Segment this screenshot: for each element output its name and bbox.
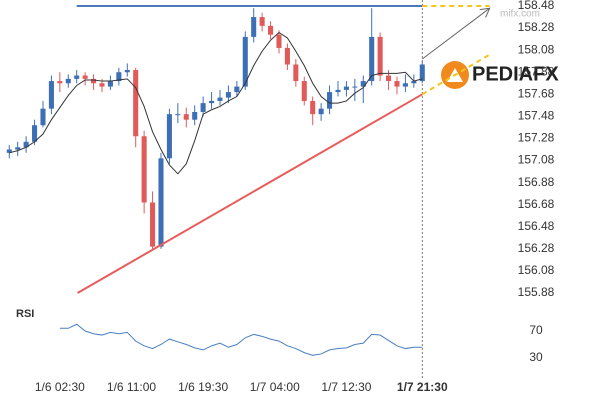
rsi-label: RSI [16, 308, 34, 320]
candle-body [175, 114, 181, 116]
candle-body [116, 72, 122, 82]
candle-body [251, 17, 257, 37]
candle-body [183, 114, 189, 120]
candle-body [402, 83, 408, 87]
trend-line [77, 93, 423, 294]
candle-body [343, 86, 349, 90]
candle-body [284, 47, 290, 65]
x-tick-label: 1/7 04:00 [250, 380, 300, 394]
candle-body [360, 81, 366, 87]
y-tick-label: 158.28 [518, 20, 555, 34]
y-tick-label: 156.08 [518, 263, 555, 277]
candle-body [318, 108, 324, 115]
candle-body [32, 125, 38, 142]
rsi-tick-label: 70 [529, 323, 543, 337]
candle-body [166, 114, 172, 159]
candle-body [91, 78, 97, 84]
y-tick-label: 157.68 [518, 86, 555, 100]
candle-body [6, 149, 12, 153]
candle-body [150, 202, 156, 247]
candle-body [192, 111, 198, 120]
candle-body [234, 86, 240, 93]
candle-body [158, 158, 164, 247]
candle-body [335, 89, 341, 93]
rsi-tick-label: 30 [529, 350, 543, 364]
candle-body [242, 36, 248, 87]
y-tick-label: 157.08 [518, 153, 555, 167]
y-tick-label: 158.08 [518, 42, 555, 56]
y-tick-label: 155.88 [518, 285, 555, 299]
candle-body [352, 86, 358, 88]
candle-body [48, 81, 54, 109]
candle-body [301, 81, 307, 101]
candle-body [217, 97, 223, 101]
candle-body [133, 70, 139, 137]
candle-body [225, 92, 231, 98]
candle-body [310, 100, 316, 115]
moving-average [9, 31, 423, 175]
x-tick-label: 1/6 02:30 [35, 380, 85, 394]
logo-text: PEDIAFX [472, 63, 559, 85]
candle-body [141, 136, 147, 203]
candle-body [377, 36, 383, 76]
candle-body [419, 64, 425, 82]
candle-body [124, 70, 130, 73]
candle-body [386, 75, 392, 82]
candle-body [40, 108, 46, 126]
projection-arrow [421, 8, 489, 60]
candle-body [99, 83, 105, 87]
y-tick-label: 157.48 [518, 109, 555, 123]
y-tick-label: 156.68 [518, 197, 555, 211]
candle-body [369, 36, 375, 82]
candle-body [259, 17, 265, 26]
candle-body [394, 81, 400, 87]
candle-body [74, 75, 80, 79]
x-tick-label: 1/6 11:00 [107, 380, 156, 394]
x-tick-label: 1/7 12:30 [321, 380, 371, 394]
candle-body [209, 100, 215, 104]
y-tick-label: 157.88 [518, 64, 555, 78]
candle-body [57, 81, 63, 84]
x-tick-label: 1/6 19:30 [178, 380, 228, 394]
y-tick-label: 156.28 [518, 241, 555, 255]
y-tick-label: 156.88 [518, 175, 555, 189]
x-tick-label: 1/7 21:30 [397, 380, 448, 394]
y-tick-label: 158.48 [518, 0, 555, 12]
candle-body [200, 103, 206, 112]
candle-body [268, 25, 274, 35]
candle-body [82, 75, 88, 79]
candle-body [23, 141, 29, 148]
candle-body [327, 92, 333, 109]
candle-body [65, 78, 71, 84]
y-tick-label: 156.48 [518, 219, 555, 233]
candle-body [15, 147, 21, 150]
trend-line [421, 53, 491, 96]
candle-body [107, 81, 113, 87]
candle-body [411, 81, 417, 84]
candle-body [293, 64, 299, 82]
candle-body [276, 34, 282, 48]
watermark: mifx.com [500, 9, 540, 20]
y-tick-label: 157.28 [518, 131, 555, 145]
rsi-line [59, 323, 423, 356]
